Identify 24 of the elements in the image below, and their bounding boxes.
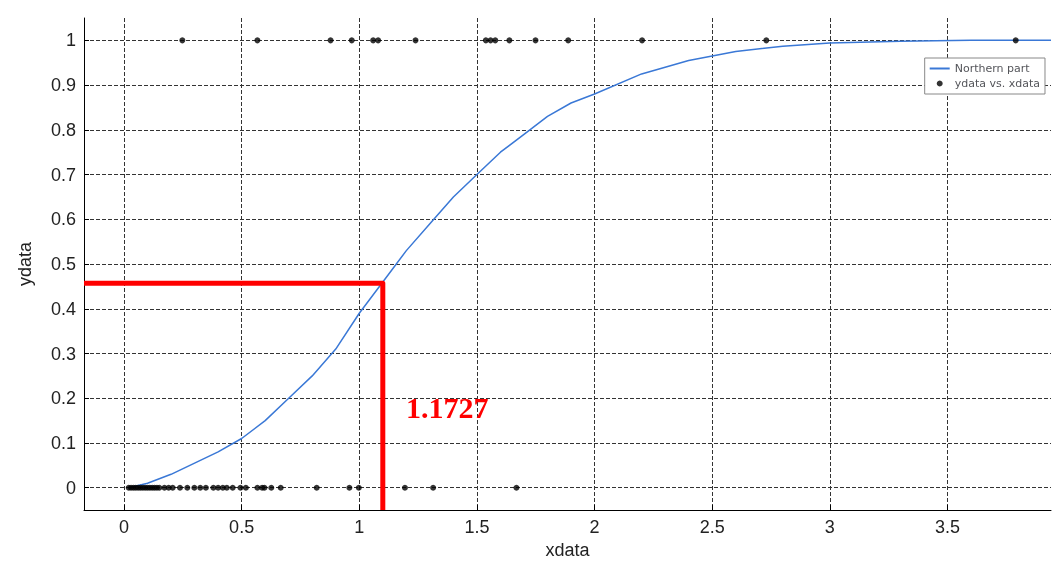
- y-tick-label: 0.4: [50, 298, 76, 319]
- y-tick-label: 0.9: [50, 75, 76, 96]
- y-tick-label: 0: [65, 477, 76, 498]
- y-tick-label: 0.5: [50, 254, 76, 275]
- y-tick-label: 0.1: [50, 433, 76, 453]
- y-axis-title: ydata: [15, 241, 35, 287]
- y-tick-label: 0.3: [50, 343, 76, 364]
- legend-label: ydata vs. xdata: [954, 77, 1041, 90]
- x-tick-label: 3: [824, 517, 835, 538]
- annotation: 1.1727: [406, 390, 489, 424]
- x-tick-label: 2: [589, 517, 600, 538]
- y-tick-label: 1: [65, 30, 76, 51]
- x-tick-label: 1: [354, 517, 365, 538]
- x-tick-label: 1.5: [464, 517, 490, 538]
- x-tick-label: 3.5: [934, 517, 960, 538]
- x-tick-label: 0: [118, 517, 130, 538]
- y-tick-label: 0.6: [50, 209, 76, 230]
- y-tick-label: 0.7: [50, 164, 76, 185]
- legend-label: Northern part: [954, 62, 1031, 75]
- y-tick-label: 0.8: [50, 119, 76, 140]
- x-tick-label: 0.5: [229, 517, 255, 538]
- x-tick-label: 2.5: [699, 517, 725, 538]
- y-tick-label: 0.2: [50, 388, 76, 409]
- x-axis-title: xdata: [545, 540, 591, 560]
